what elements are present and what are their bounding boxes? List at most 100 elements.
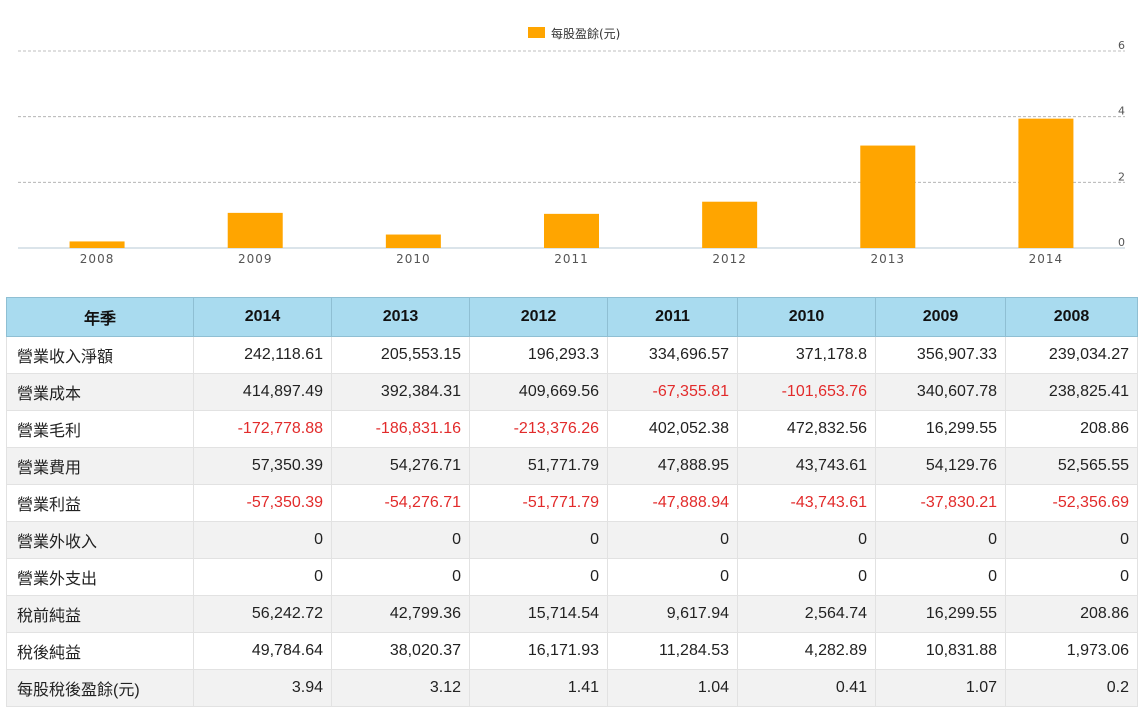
table-cell: 0 [193,521,332,559]
row-label: 稅前純益 [6,595,194,633]
table-cell: -101,653.76 [737,373,876,411]
row-label: 營業成本 [6,373,194,411]
table-row: 稅前純益 56,242.72 42,799.36 15,714.54 9,617.94 2… [6,595,1138,633]
bar [860,145,916,248]
row-label: 營業外收入 [6,521,194,559]
bar [702,201,758,248]
table-cell: -172,778.88 [193,410,332,448]
table-cell: 0.41 [737,669,876,707]
table-cell: 0 [737,521,876,559]
table-cell: 402,052.38 [607,410,738,448]
x-tick-label: 2014 [1029,252,1064,266]
table-cell: 356,907.33 [875,336,1006,374]
table-cell: -52,356.69 [1005,484,1138,522]
eps-bar-chart: 每股盈餘(元) 2008 2009 2010 2011 2012 2013 2014 0 2 4… [18,26,1125,266]
table-cell: -67,355.81 [607,373,738,411]
table-cell: -51,771.79 [469,484,608,522]
bar [544,213,599,248]
table-row: 營業外支出 0 0 0 0 0 0 0 [6,558,1138,596]
table-cell: 3.94 [193,669,332,707]
table-row: 每股稅後盈餘(元) 3.94 3.12 1.41 1.04 0.41 1.07 0.2 [6,669,1138,707]
table-cell: 238,825.41 [1005,373,1138,411]
table-cell: 57,350.39 [193,447,332,485]
table-row: 營業收入淨額 242,118.61 205,553.15 196,293.3 334,6… [6,336,1138,374]
table-cell: 414,897.49 [193,373,332,411]
table-cell: 43,743.61 [737,447,876,485]
table-cell: 9,617.94 [607,595,738,633]
row-label: 稅後純益 [6,632,194,670]
table-cell: -43,743.61 [737,484,876,522]
table-cell: 0 [193,558,332,596]
table-cell: -186,831.16 [331,410,470,448]
bar [1018,118,1074,249]
table-cell: 16,299.55 [875,410,1006,448]
table-cell: 371,178.8 [737,336,876,374]
table-row: 營業毛利 -172,778.88 -186,831.16 -213,376.26 402… [6,410,1138,448]
bar [69,241,125,248]
table-cell: 242,118.61 [193,336,332,374]
row-label: 營業利益 [6,484,194,522]
table-cell: 11,284.53 [607,632,738,670]
x-tick-label: 2008 [80,252,115,266]
chart-y-labels: 0 2 4 6 [1118,39,1125,249]
chart-legend: 每股盈餘(元) [528,26,620,41]
table-cell: 52,565.55 [1005,447,1138,485]
table-cell: 334,696.57 [607,336,738,374]
header-year: 2012 [469,297,608,337]
table-cell: 0 [331,521,470,559]
y-tick-label: 2 [1118,170,1125,183]
table-cell: 0 [1005,521,1138,559]
table-cell: 1,973.06 [1005,632,1138,670]
table-cell: 54,129.76 [875,447,1006,485]
y-tick-label: 4 [1118,105,1125,118]
table-cell: 4,282.89 [737,632,876,670]
table-cell: 0 [875,521,1006,559]
table-cell: 2,564.74 [737,595,876,633]
table-cell: 49,784.64 [193,632,332,670]
table-cell: 472,832.56 [737,410,876,448]
table-cell: 196,293.3 [469,336,608,374]
table-cell: 56,242.72 [193,595,332,633]
table-cell: 208.86 [1005,595,1138,633]
table-cell: 15,714.54 [469,595,608,633]
row-label: 營業收入淨額 [6,336,194,374]
table-cell: 16,171.93 [469,632,608,670]
y-tick-label: 0 [1118,236,1125,249]
table-body: 營業收入淨額 242,118.61 205,553.15 196,293.3 334,6… [6,336,1138,707]
table-cell: -54,276.71 [331,484,470,522]
legend-swatch [528,27,545,38]
y-tick-label: 6 [1118,39,1125,52]
table-cell: 0 [737,558,876,596]
table-cell: -37,830.21 [875,484,1006,522]
row-label: 每股稅後盈餘(元) [6,669,194,707]
x-tick-label: 2010 [396,252,431,266]
table-row: 營業費用 57,350.39 54,276.71 51,771.79 47,888.95… [6,447,1138,485]
table-row: 營業成本 414,897.49 392,384.31 409,669.56 -67,35… [6,373,1138,411]
table-cell: 1.41 [469,669,608,707]
table-cell: 1.07 [875,669,1006,707]
table-cell: 239,034.27 [1005,336,1138,374]
header-label: 年季 [6,297,194,337]
bar [227,212,283,248]
table-cell: 0 [469,558,608,596]
bar [385,234,441,248]
table-cell: -47,888.94 [607,484,738,522]
table-cell: 0 [331,558,470,596]
header-year: 2014 [193,297,332,337]
table-cell: 0 [1005,558,1138,596]
table-cell: 0 [875,558,1006,596]
chart-bars [69,118,1074,249]
table-cell: 0 [607,558,738,596]
table-cell: 47,888.95 [607,447,738,485]
legend-label: 每股盈餘(元) [551,26,620,41]
table-cell: 42,799.36 [331,595,470,633]
table-cell: 0 [469,521,608,559]
table-cell: 0.2 [1005,669,1138,707]
table-cell: -57,350.39 [193,484,332,522]
table-header-row: 年季 2014 2013 2012 2011 2010 2009 2008 [6,297,1138,337]
table-cell: 0 [607,521,738,559]
table-row: 營業外收入 0 0 0 0 0 0 0 [6,521,1138,559]
x-tick-label: 2013 [871,252,906,266]
row-label: 營業毛利 [6,410,194,448]
table-cell: 1.04 [607,669,738,707]
